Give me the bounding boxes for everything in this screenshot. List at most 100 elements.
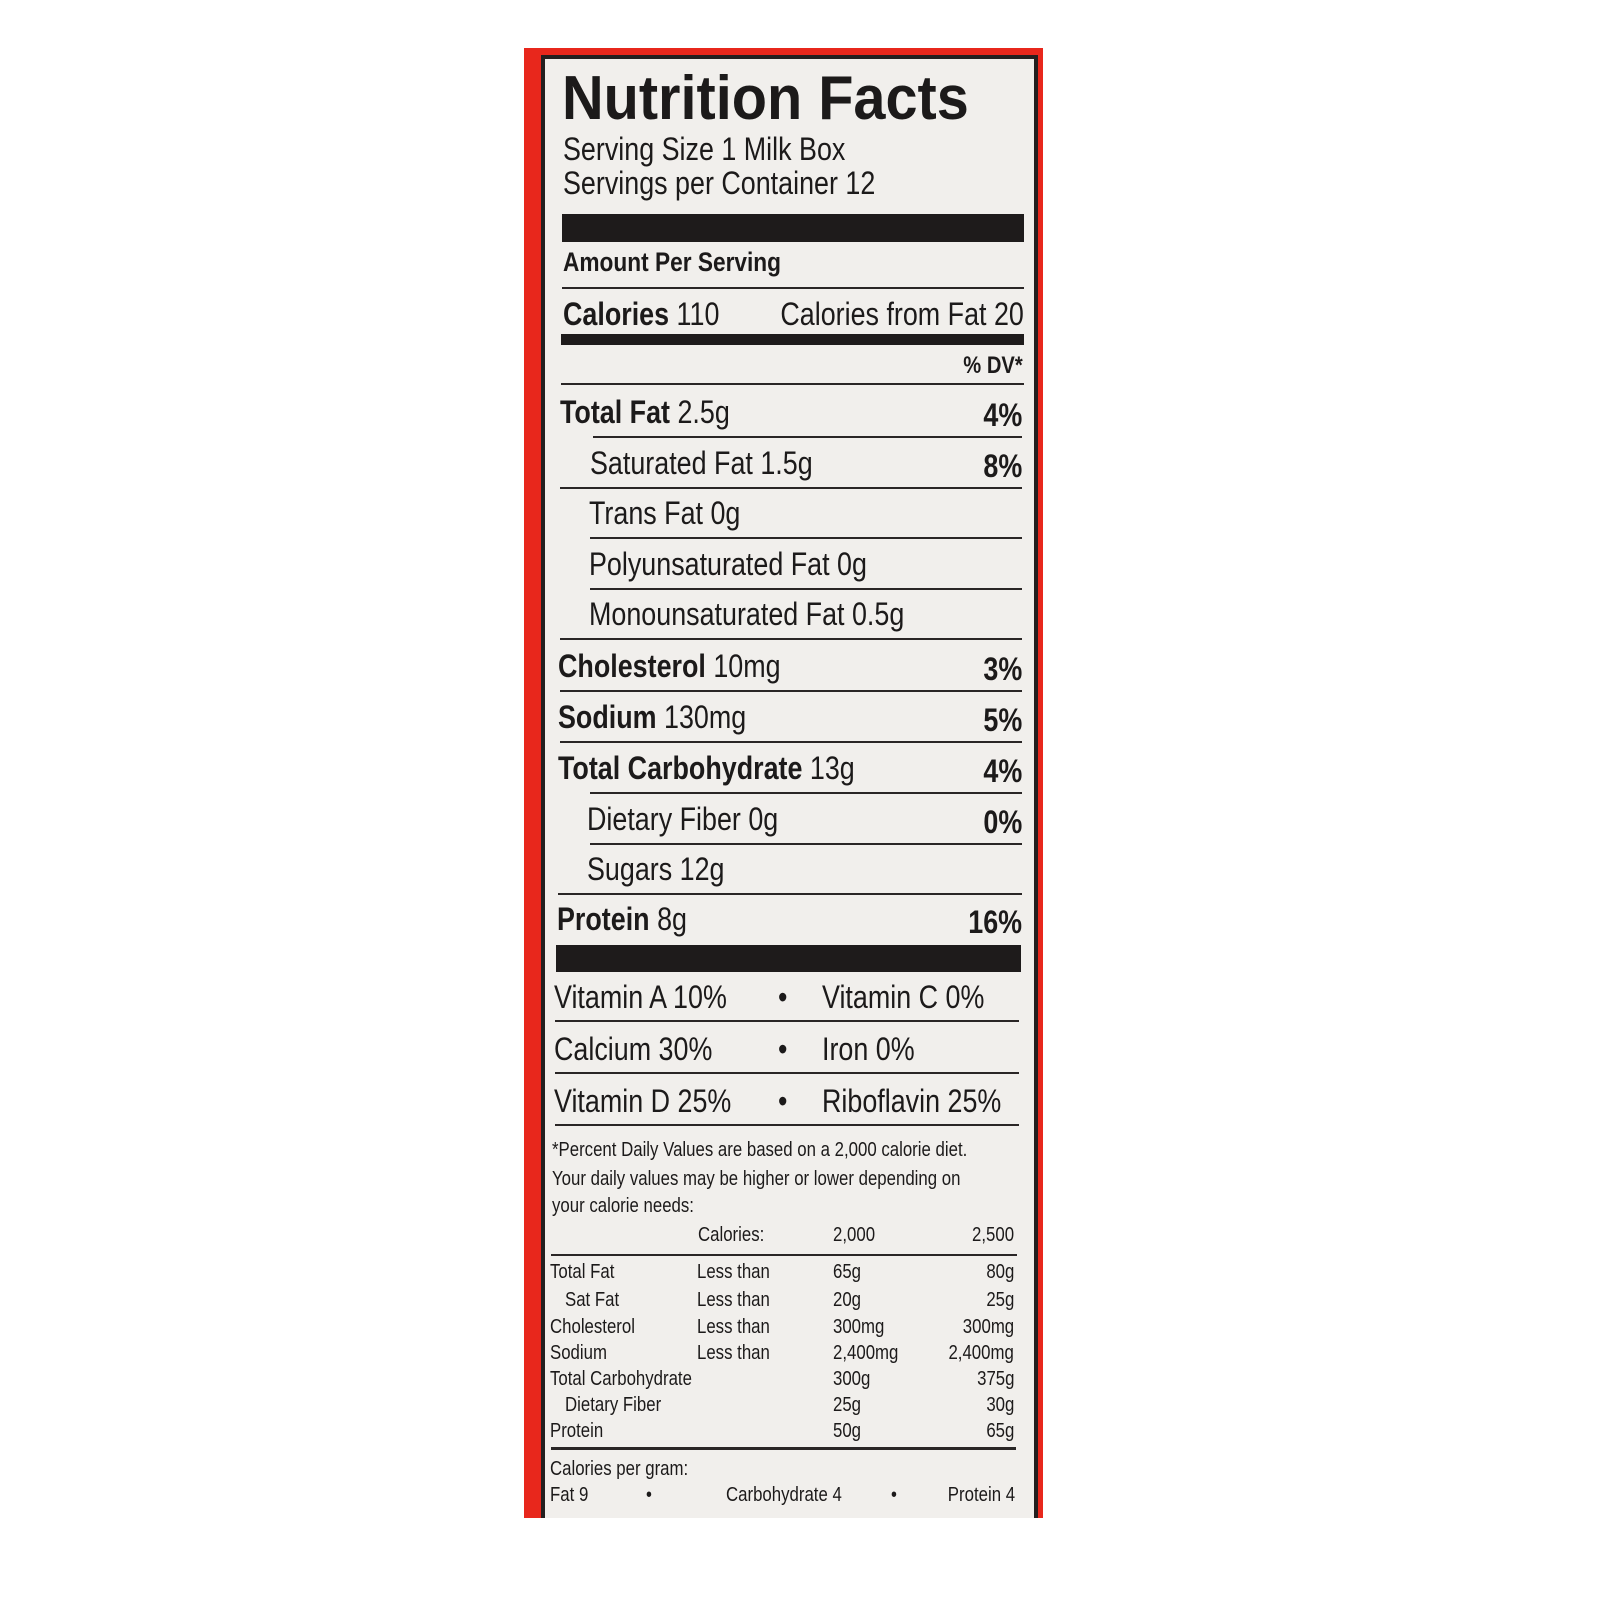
amount-per-serving: Amount Per Serving <box>563 247 782 277</box>
label-title: Nutrition Facts <box>562 64 969 133</box>
nutrient-dv: 16% <box>968 904 1022 940</box>
serving-size: Serving Size 1 Milk Box <box>563 131 846 167</box>
nutrient-amount: 1.5g <box>759 445 813 481</box>
nutrient-amount: 0g <box>836 546 867 582</box>
vitamin-left: Vitamin D 25% <box>554 1083 732 1119</box>
table-value-2500: 25g <box>985 1289 1014 1311</box>
table-value-2000: 50g <box>833 1420 862 1442</box>
nutrient-row: Sugars 12g <box>587 853 724 885</box>
table-value-2000: 2,400mg <box>833 1342 899 1364</box>
divider <box>590 843 1022 845</box>
nutrient-dv: 3% <box>983 651 1022 687</box>
nutrient-row: Saturated Fat 1.5g <box>590 447 813 479</box>
divider <box>590 588 1022 590</box>
divider <box>593 436 1022 438</box>
table-value-2000: 300g <box>833 1368 871 1390</box>
nutrient-label: Dietary Fiber <box>587 801 742 837</box>
table-value-2500: 2,400mg <box>948 1342 1014 1364</box>
divider <box>555 1124 1019 1126</box>
table-header-2500: 2,500 <box>971 1224 1014 1246</box>
table-value-2500: 30g <box>985 1394 1014 1416</box>
divider <box>590 537 1022 539</box>
bullet: • <box>778 979 788 1015</box>
nutrient-amount: 0.5g <box>851 596 904 632</box>
divider <box>555 1020 1019 1022</box>
table-nutrient: Cholesterol <box>550 1316 635 1338</box>
nutrient-amount: 10mg <box>713 648 781 684</box>
divider <box>551 1447 1016 1450</box>
calories-label: Calories <box>563 296 670 332</box>
table-value-2000: 300mg <box>833 1316 885 1338</box>
nutrient-amount: 12g <box>679 851 725 887</box>
table-limit: Less than <box>697 1316 770 1338</box>
nutrient-amount: 2.5g <box>677 394 730 430</box>
medium-divider <box>561 334 1024 345</box>
nutrient-amount: 0g <box>710 495 741 531</box>
table-nutrient: Sat Fat <box>565 1289 620 1311</box>
fat-calories-per-gram: Fat 9 <box>550 1484 589 1506</box>
vitamin-left: Vitamin A 10% <box>554 979 727 1015</box>
divider <box>560 690 1022 692</box>
table-limit: Less than <box>697 1342 770 1364</box>
vitamin-right: Iron 0% <box>822 1031 915 1067</box>
servings-per-container: Servings per Container 12 <box>563 165 876 201</box>
nutrient-amount: 0g <box>748 801 779 837</box>
table-value-2000: 65g <box>833 1261 862 1283</box>
table-value-2500: 80g <box>985 1261 1014 1283</box>
nutrition-label <box>541 55 1038 1518</box>
table-limit: Less than <box>697 1289 770 1311</box>
footnote-line: *Percent Daily Values are based on a 2,0… <box>552 1139 968 1161</box>
table-value-2500: 375g <box>976 1368 1014 1390</box>
nutrient-dv: 4% <box>983 753 1022 789</box>
nutrient-amount: 130mg <box>663 699 747 735</box>
bullet: • <box>646 1484 652 1506</box>
table-limit: Less than <box>697 1261 770 1283</box>
vitamin-right: Vitamin C 0% <box>822 979 985 1015</box>
nutrient-label: Trans Fat <box>589 495 704 531</box>
nutrient-row: Protein 8g <box>557 903 687 935</box>
table-header-calories: Calories: <box>698 1224 765 1246</box>
table-header-2000: 2,000 <box>833 1224 876 1246</box>
nutrient-label: Monounsaturated Fat <box>588 596 845 632</box>
nutrient-amount: 13g <box>809 750 855 786</box>
thick-divider <box>556 945 1021 972</box>
nutrient-label: Sugars <box>586 851 673 887</box>
calories-row: Calories 110 <box>563 298 719 330</box>
nutrient-label: Polyunsaturated Fat <box>588 546 830 582</box>
nutrient-label: Cholesterol <box>558 648 707 684</box>
nutrient-row: Monounsaturated Fat 0.5g <box>589 598 904 630</box>
table-value-2000: 25g <box>833 1394 862 1416</box>
protein-calories-per-gram: Protein 4 <box>947 1484 1015 1506</box>
calories-from-fat: Calories from Fat 20 <box>780 296 1024 332</box>
nutrient-label: Total Carbohydrate <box>557 750 802 786</box>
table-nutrient: Total Fat <box>550 1261 615 1283</box>
nutrient-dv: 8% <box>983 448 1022 484</box>
nutrient-row: Total Carbohydrate 13g <box>558 752 855 784</box>
table-nutrient: Protein <box>550 1420 604 1442</box>
nutrient-row: Cholesterol 10mg <box>558 650 781 682</box>
nutrient-row: Sodium 130mg <box>558 701 746 733</box>
bullet: • <box>778 1083 788 1119</box>
table-nutrient: Dietary Fiber <box>565 1394 662 1416</box>
footnote-line: your calorie needs: <box>552 1195 694 1217</box>
nutrient-row: Total Fat 2.5g <box>560 396 730 428</box>
nutrient-amount: 8g <box>656 901 687 937</box>
nutrient-dv: 4% <box>983 397 1022 433</box>
footnote-line: Your daily values may be higher or lower… <box>552 1168 961 1190</box>
vitamin-left: Calcium 30% <box>554 1031 713 1067</box>
table-value-2500: 300mg <box>962 1316 1014 1338</box>
divider <box>560 487 1022 489</box>
bullet: • <box>891 1484 897 1506</box>
vitamin-right: Riboflavin 25% <box>822 1083 1002 1119</box>
divider <box>551 1254 1017 1256</box>
divider <box>555 1072 1019 1074</box>
divider <box>562 287 1024 289</box>
bullet: • <box>778 1031 788 1067</box>
table-nutrient: Total Carbohydrate <box>550 1368 692 1390</box>
nutrient-dv: 0% <box>983 804 1022 840</box>
thick-divider <box>562 214 1024 242</box>
nutrient-row: Dietary Fiber 0g <box>587 803 778 835</box>
divider <box>560 741 1022 743</box>
nutrient-dv: 5% <box>983 702 1022 738</box>
table-nutrient: Sodium <box>550 1342 607 1364</box>
